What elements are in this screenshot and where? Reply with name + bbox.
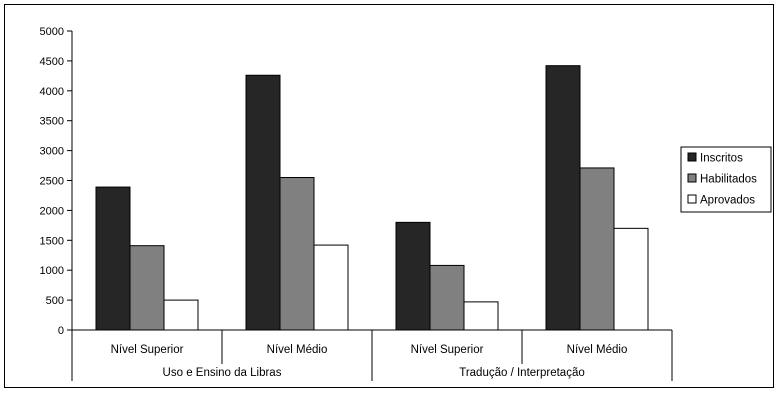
x-category-label: Nível Médio bbox=[567, 344, 628, 356]
legend-swatch-aprovados bbox=[687, 194, 697, 204]
x-axis: Nível Superior Nível Médio Nível Superior N… bbox=[71, 329, 673, 381]
bar-habilitados-2 bbox=[429, 264, 465, 331]
x-category-label: Nível Superior bbox=[411, 344, 484, 356]
bar-inscritos-3 bbox=[545, 65, 581, 331]
bar-aprovados-3 bbox=[613, 227, 649, 331]
x-group-label: Tradução / Interpretação bbox=[459, 367, 585, 379]
legend: Inscritos Habilitados Aprovados bbox=[680, 146, 772, 213]
bar-habilitados-1 bbox=[279, 177, 315, 331]
bar-aprovados-1 bbox=[313, 244, 349, 331]
bar-inscritos-1 bbox=[245, 74, 281, 331]
legend-label-habilitados: Habilitados bbox=[700, 174, 757, 186]
y-tick-label: 4500 bbox=[40, 56, 64, 68]
y-tick-label: 0 bbox=[58, 325, 64, 337]
y-tick-label: 1500 bbox=[40, 235, 64, 247]
bar-aprovados-0 bbox=[163, 299, 199, 331]
legend-swatch-inscritos bbox=[687, 152, 697, 162]
bar-aprovados-2 bbox=[463, 301, 499, 331]
legend-label-inscritos: Inscritos bbox=[700, 153, 743, 165]
bar-inscritos-2 bbox=[395, 221, 431, 331]
y-tick-label: 4000 bbox=[40, 86, 64, 98]
y-tick-label: 1000 bbox=[40, 265, 64, 277]
bar-inscritos-0 bbox=[95, 186, 131, 331]
y-tick-label: 2500 bbox=[40, 176, 64, 188]
x-category-label: Nível Médio bbox=[267, 344, 328, 356]
bars bbox=[95, 65, 649, 331]
bar-habilitados-3 bbox=[579, 167, 615, 331]
y-tick-label: 5000 bbox=[40, 26, 64, 38]
legend-label-aprovados: Aprovados bbox=[700, 195, 755, 207]
x-group-label: Uso e Ensino da Libras bbox=[163, 367, 282, 379]
legend-swatch-habilitados bbox=[687, 173, 697, 183]
y-axis: 0 500 1000 1500 2000 2500 3000 3500 4000 4500 5000 bbox=[40, 26, 73, 337]
y-tick-label: 3500 bbox=[40, 116, 64, 128]
x-category-label: Nível Superior bbox=[111, 344, 184, 356]
bar-habilitados-0 bbox=[129, 245, 165, 331]
y-tick-label: 2000 bbox=[40, 205, 64, 217]
y-tick-label: 500 bbox=[46, 295, 64, 307]
y-tick-label: 3000 bbox=[40, 146, 64, 158]
